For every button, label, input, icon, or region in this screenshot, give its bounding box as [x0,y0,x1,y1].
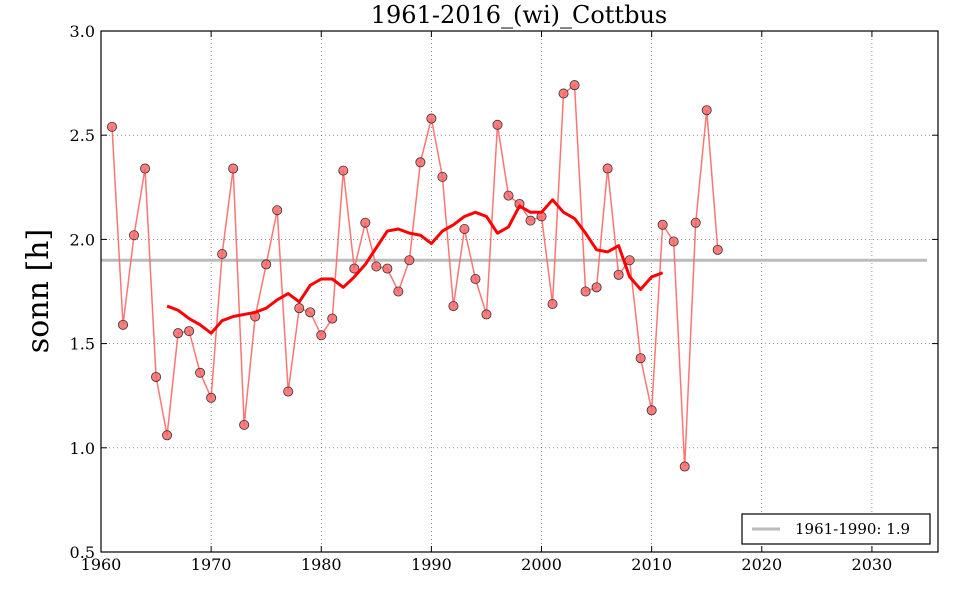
data-point [635,353,646,364]
grid-lines [101,31,938,552]
x-tick-label: 1990 [411,555,452,574]
x-tick-label: 2030 [852,555,893,574]
data-point [602,163,613,174]
data-point [558,88,569,99]
data-point [118,319,129,330]
data-point [404,255,415,266]
x-tick-label: 1960 [81,555,122,574]
data-point [371,261,382,272]
y-tick-label: 0.5 [70,543,95,562]
y-tick-label: 1.5 [70,335,95,354]
y-axis-label: sonn [h] [21,229,56,353]
x-axis-ticks: 1960 1970 1980 1990 2000 2010 2020 2030 [81,31,893,574]
data-point [437,171,448,182]
legend-label: 1961-1990: 1.9 [795,520,910,538]
data-point [162,430,173,441]
data-point [272,205,283,216]
data-point [503,190,514,201]
y-tick-label: 2.0 [70,230,95,249]
y-tick-label: 1.0 [70,439,95,458]
legend: 1961-1990: 1.9 [741,513,931,545]
data-point [140,163,151,174]
y-tick-label: 2.5 [70,126,95,145]
data-point [261,259,272,270]
data-point [305,307,316,318]
data-point [228,163,239,174]
data-point [360,217,371,228]
data-point [206,392,217,403]
data-point [690,217,701,228]
data-point [613,269,624,280]
data-point [470,273,481,284]
data-point [448,301,459,312]
data-point [415,157,426,168]
annual-series-line [111,83,719,467]
data-point [679,461,690,472]
data-point [569,80,580,91]
data-point [382,263,393,274]
x-tick-label: 2000 [521,555,562,574]
data-point [349,263,360,274]
annual-series [107,80,723,472]
data-point [525,215,536,226]
x-tick-label: 1980 [301,555,342,574]
data-point [327,313,338,324]
chart-title: 1961-2016_(wi)_Cottbus [371,1,667,29]
data-point [657,219,668,230]
x-tick-label: 1970 [191,555,232,574]
data-point [107,121,118,132]
data-point [481,309,492,320]
x-tick-label: 2010 [631,555,672,574]
data-point [129,230,140,241]
data-point [646,405,657,416]
data-point [701,105,712,116]
data-point [173,328,184,339]
data-point [712,244,723,255]
data-point [338,165,349,176]
data-point [492,119,503,130]
data-point [580,286,591,297]
x-tick-label: 2020 [741,555,782,574]
data-point [283,386,294,397]
data-point [668,236,679,247]
plot-frame [100,30,939,553]
data-point [151,371,162,382]
data-point [184,326,195,337]
data-point [195,367,206,378]
data-point [426,113,437,124]
data-point [459,223,470,234]
data-point [393,286,404,297]
running-mean-line [166,198,664,335]
data-point [547,299,558,310]
y-axis-ticks: 0.5 1.0 1.5 2.0 2.5 3.0 [70,22,938,562]
data-point [591,282,602,293]
data-point [239,419,250,430]
running-mean-series [166,198,664,335]
data-point [217,248,228,259]
data-point [294,303,305,314]
data-point [316,330,327,341]
y-tick-label: 3.0 [70,22,95,41]
